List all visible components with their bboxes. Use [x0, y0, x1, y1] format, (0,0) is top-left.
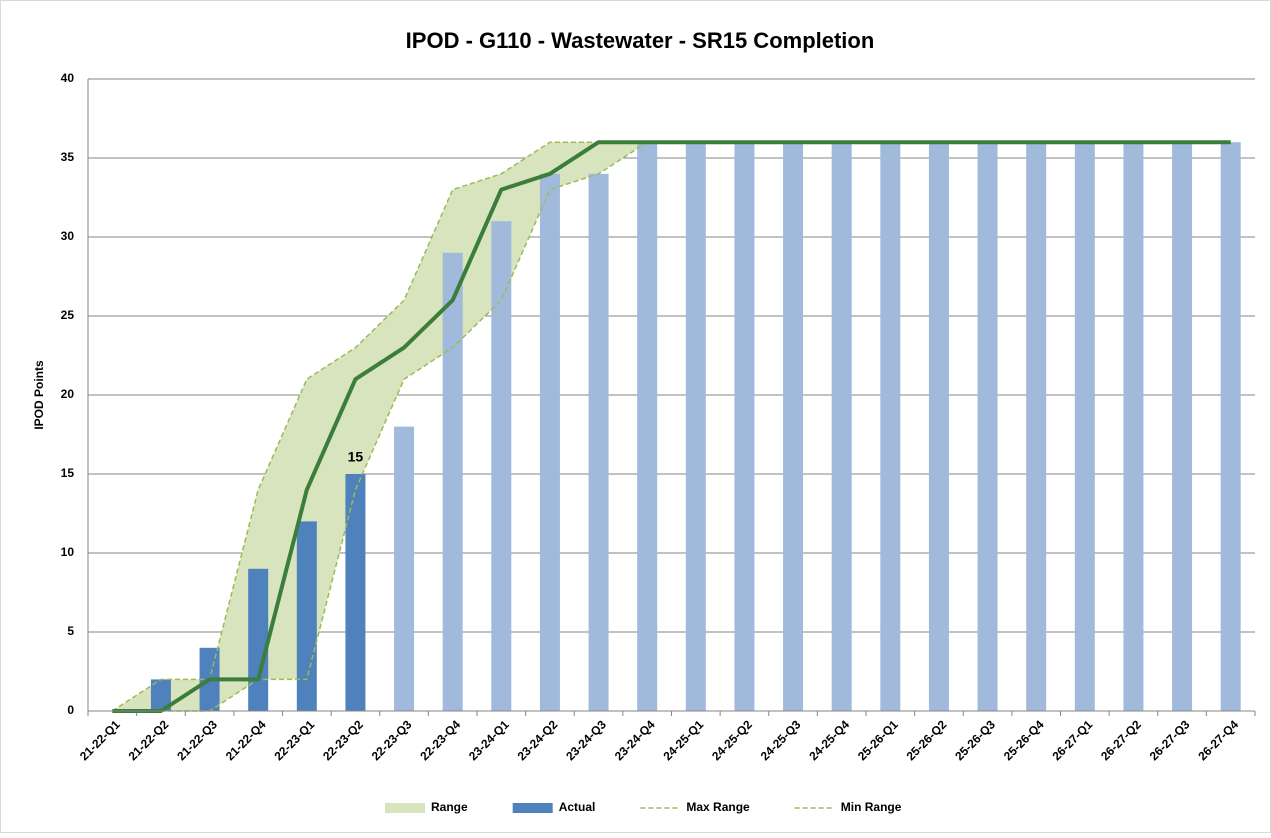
y-tick-label: 10 — [61, 545, 75, 559]
y-tick-label: 30 — [61, 229, 75, 243]
y-axis-label: IPOD Points — [32, 360, 46, 430]
legend-swatch — [385, 803, 425, 813]
bar — [637, 142, 658, 711]
bar — [1220, 142, 1241, 711]
line — [112, 140, 1231, 713]
bar — [1074, 142, 1095, 711]
legend-label: Min Range — [841, 800, 902, 814]
data-label: 15 — [348, 449, 364, 465]
bar — [783, 142, 804, 711]
y-tick-label: 15 — [61, 466, 75, 480]
y-tick-label: 25 — [61, 308, 75, 322]
legend-label: Actual — [559, 800, 596, 814]
bar — [1123, 142, 1144, 711]
y-tick-label: 0 — [67, 703, 74, 717]
bar — [1026, 142, 1047, 711]
bar — [296, 521, 317, 711]
bar — [539, 173, 560, 712]
bar — [977, 142, 998, 711]
bar — [345, 474, 366, 711]
bar — [248, 568, 269, 711]
bar — [880, 142, 901, 711]
bar — [734, 142, 755, 711]
bar — [928, 142, 949, 711]
legend-label: Range — [431, 800, 468, 814]
legend-swatch — [512, 803, 553, 813]
y-tick-label: 5 — [67, 624, 74, 638]
legend-label: Max Range — [686, 800, 750, 814]
bar — [831, 142, 852, 711]
bar — [394, 426, 415, 711]
chart-title: IPOD - G110 - Wastewater - SR15 Completi… — [406, 28, 875, 53]
bar — [685, 142, 706, 711]
bar — [1172, 142, 1193, 711]
bar — [150, 679, 171, 711]
y-tick-label: 20 — [61, 387, 75, 401]
bar — [442, 252, 463, 712]
y-tick-label: 35 — [61, 150, 75, 164]
y-tick-label: 40 — [61, 71, 75, 85]
bar — [588, 173, 609, 712]
bar — [491, 221, 512, 711]
